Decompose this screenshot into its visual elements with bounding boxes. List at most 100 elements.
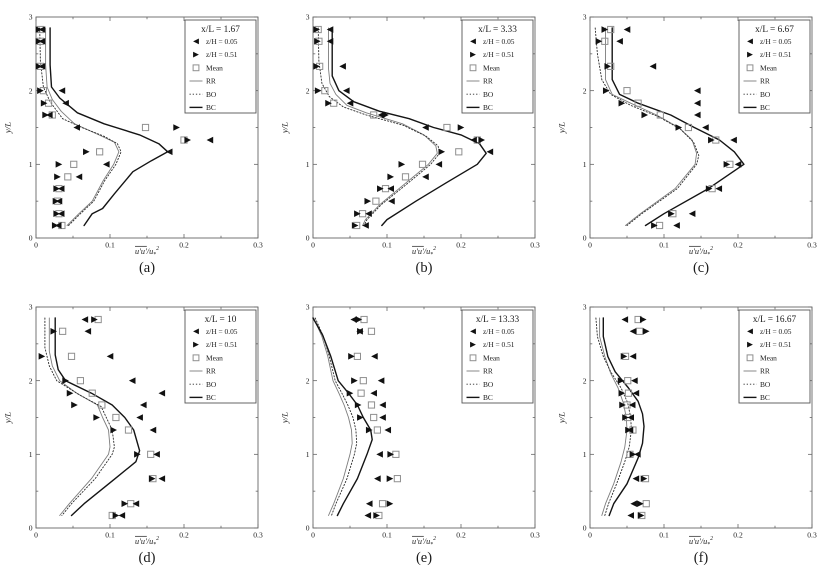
marker-zh051: [38, 353, 46, 360]
line-bo: [39, 27, 122, 226]
legend-tri-right-icon: [193, 341, 199, 348]
panel-caption: (d): [139, 550, 156, 566]
x-axis-label: u′u′/u*2: [412, 536, 436, 548]
marker-zh051: [314, 87, 322, 94]
marker-mean: [367, 327, 376, 335]
y-tick-label: 3: [29, 13, 33, 22]
x-axis-label: u′u′/u*2: [689, 536, 713, 548]
panel-c-ytick-labels: 0 1 2 3: [583, 13, 587, 243]
x-tick-label: 0.1: [382, 531, 392, 540]
marker-zh051: [387, 173, 394, 181]
marker-zh051: [52, 197, 60, 205]
marker-zh051: [637, 500, 644, 507]
legend-box: [461, 19, 534, 114]
legend-tri-right-icon: [747, 51, 753, 58]
x-tick-label: 0.1: [105, 531, 115, 540]
marker-mean: [321, 87, 329, 95]
x-tick-label: 0.3: [530, 531, 540, 540]
x-tick-label: 0: [311, 531, 315, 540]
marker-mean: [88, 389, 96, 397]
x-axis-label: u′u′/u*2: [689, 246, 713, 258]
marker-zh051: [54, 173, 61, 181]
marker-zh005: [627, 512, 634, 519]
panel-c-xtick-labels: 0 0.1 0.2 0.3: [588, 241, 817, 250]
marker-zh005: [153, 451, 160, 458]
marker-mean: [635, 327, 644, 335]
legend-entry-label: RR: [206, 77, 216, 86]
marker-zh005: [343, 87, 350, 94]
legend-entry-label: BC: [206, 393, 216, 402]
marker-zh051: [354, 401, 362, 409]
panel-d-markers: [38, 315, 166, 520]
x-axis-label: u′u′/u*2: [135, 536, 159, 548]
marker-zh005: [702, 124, 709, 131]
marker-mean: [147, 450, 155, 458]
legend-entry-label: Mean: [206, 353, 223, 362]
marker-zh051: [595, 38, 603, 45]
legend-box: [184, 309, 257, 404]
y-tick-label: 1: [29, 160, 33, 169]
legend-square-icon: [469, 64, 477, 72]
legend-entry-label: z/H = 0.05: [760, 37, 792, 46]
legend-square-icon: [746, 64, 754, 72]
panel-f-markers: [617, 315, 650, 520]
y-axis-label: y/L: [3, 412, 13, 424]
panel-a-markers: [35, 25, 214, 230]
legend-box: [184, 19, 257, 114]
marker-mean: [624, 377, 632, 385]
marker-zh005: [734, 161, 742, 168]
panel-e-legend: x/L = 13.33 z/H = 0.05 z/H = 0.51 Mean RR BO B…: [461, 309, 534, 404]
marker-zh005: [621, 316, 629, 323]
marker-zh005: [629, 328, 637, 335]
marker-mean: [96, 148, 104, 156]
marker-zh005: [628, 401, 636, 409]
marker-zh051: [62, 377, 69, 384]
panel-b: 0 0.1 0.2 0.3 0 1 2 3 y/L u′u′/u*2 (b) x/L = 3.33 z/…: [280, 13, 540, 276]
marker-zh051: [110, 426, 117, 434]
marker-zh051: [622, 414, 629, 421]
legend-tri-left-icon: [193, 38, 199, 45]
legend-square-icon: [192, 354, 200, 362]
legend-entry-label: BC: [483, 393, 493, 402]
legend-entry-label: BC: [206, 103, 216, 112]
panel-b-legend: x/L = 3.33 z/H = 0.05 z/H = 0.51 Mean RR BO BC: [461, 19, 534, 114]
marker-zh005: [46, 111, 53, 119]
marker-zh051: [121, 500, 129, 507]
y-tick-label: 1: [29, 450, 33, 459]
marker-zh005: [106, 353, 114, 360]
marker-zh005: [73, 124, 80, 131]
marker-zh051: [351, 222, 359, 229]
line-rr: [45, 27, 120, 226]
legend-square-icon: [746, 354, 754, 362]
panel-c-lines: [594, 27, 745, 227]
y-axis-label: y/L: [557, 412, 567, 424]
y-tick-label: 2: [29, 86, 33, 95]
marker-zh051: [620, 353, 628, 360]
x-tick-label: 0.3: [530, 241, 540, 250]
panel-a-ticks: [35, 16, 259, 239]
legend-entry-label: Mean: [483, 353, 500, 362]
marker-zh005: [158, 475, 166, 482]
marker-mean: [98, 401, 106, 409]
panel-c-legend: x/L = 6.67 z/H = 0.05 z/H = 0.51 Mean RR BO BC: [738, 19, 811, 114]
marker-zh051: [348, 353, 355, 360]
y-tick-label: 3: [583, 13, 587, 22]
marker-zh051: [457, 124, 465, 131]
panel-caption: (a): [139, 260, 155, 276]
panel-b-markers: [313, 25, 494, 230]
panel-caption: (c): [693, 260, 709, 276]
x-axis-label: u′u′/u*2: [135, 246, 159, 258]
marker-zh051: [386, 500, 394, 507]
marker-zh005: [630, 500, 637, 507]
legend-entry-label: z/H = 0.05: [206, 37, 238, 46]
marker-zh051: [93, 414, 100, 421]
panel-e-lines: [312, 317, 373, 517]
marker-zh005: [627, 414, 634, 421]
marker-zh051: [35, 38, 43, 45]
marker-zh051: [313, 26, 320, 33]
x-tick-label: 0: [311, 241, 315, 250]
panel-d-lines: [44, 317, 141, 517]
legend-entry-label: Mean: [760, 63, 777, 72]
legend-entry-label: RR: [206, 367, 216, 376]
line-bo: [594, 27, 700, 226]
